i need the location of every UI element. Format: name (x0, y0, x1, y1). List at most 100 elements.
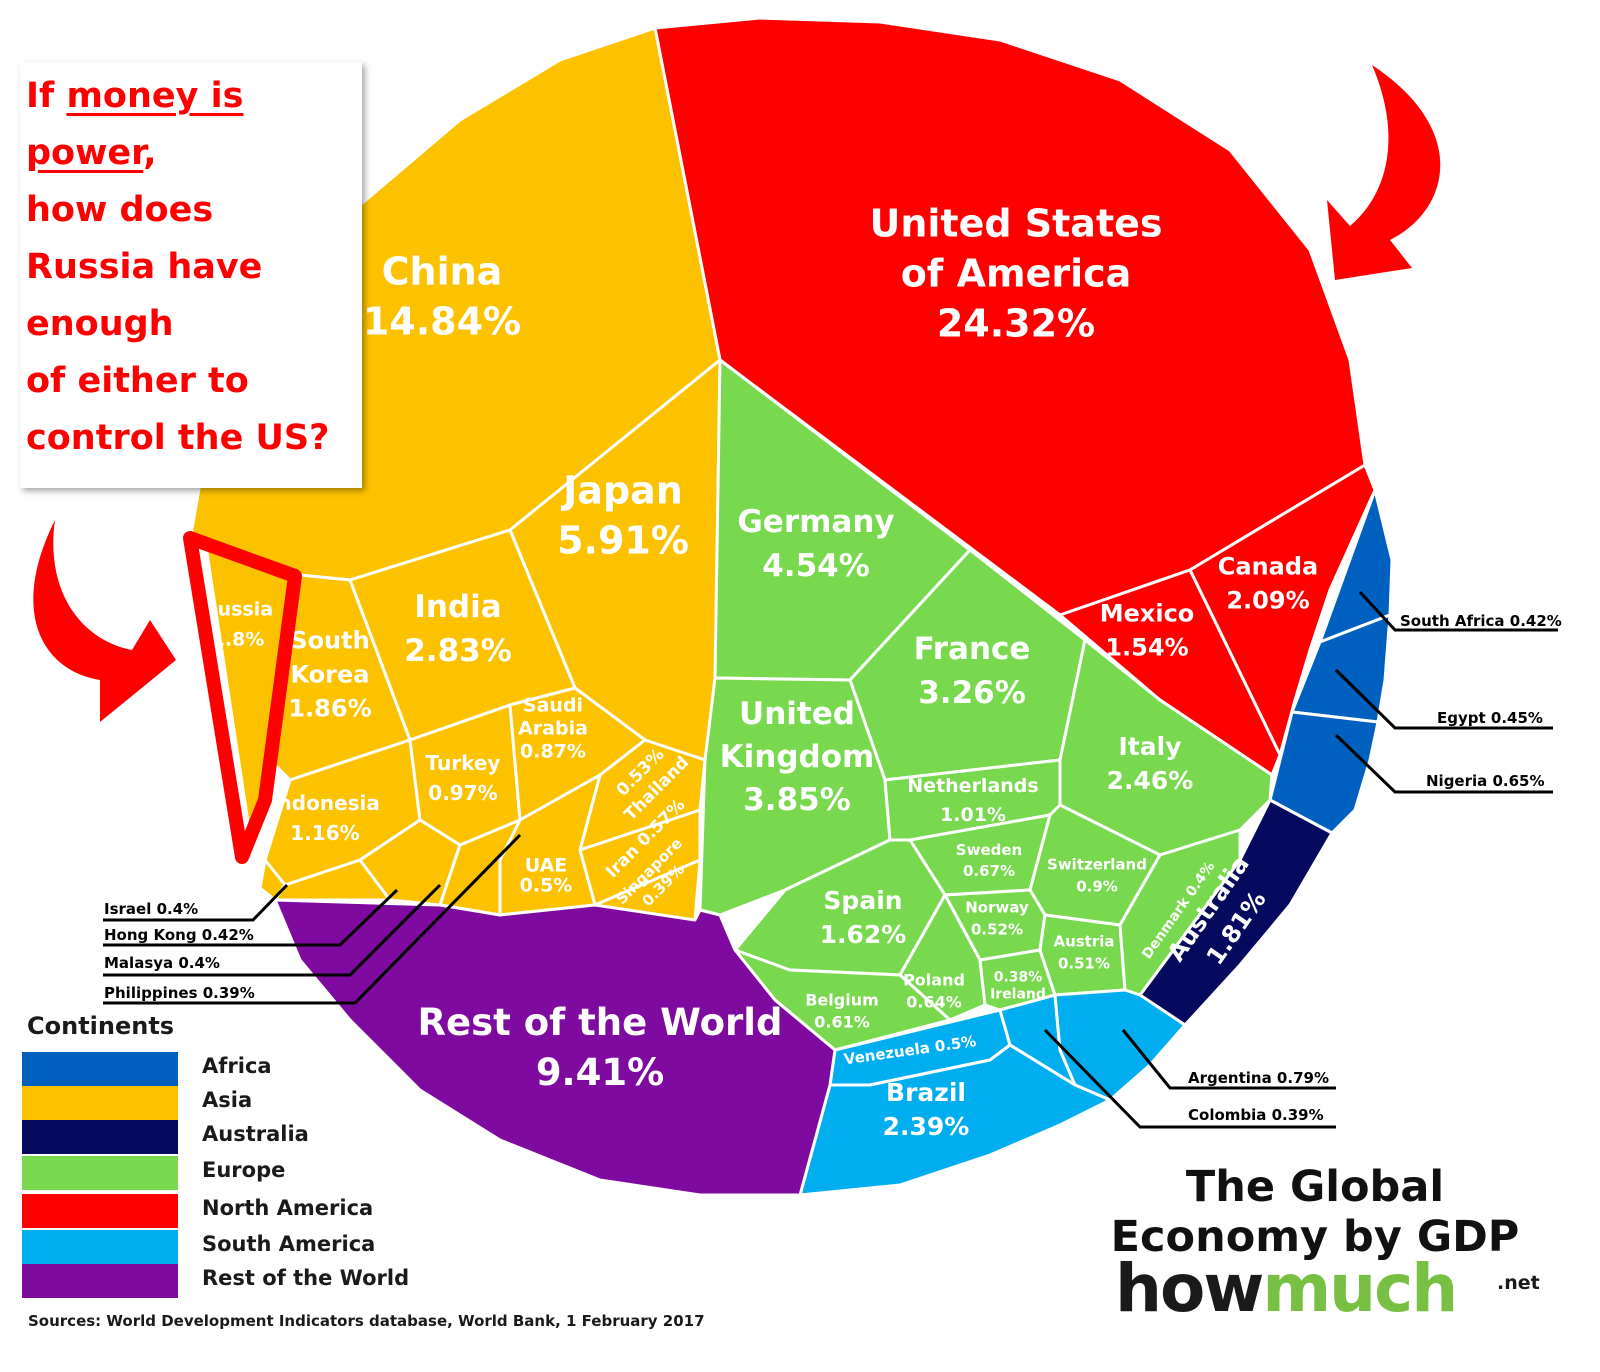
cell-label: United Kingdom 3.85% (720, 696, 875, 818)
cell-label-line: 2.46% (1107, 766, 1194, 795)
cell-label-line: France (914, 631, 1031, 667)
poland-cell (898, 893, 987, 1022)
sources-note: Sources: World Development Indicators da… (28, 1312, 705, 1330)
callout-leader-line (1334, 733, 1553, 794)
red-arrow-top-right-icon (1327, 65, 1441, 280)
cell-label-line: 9.41% (536, 1051, 664, 1094)
cell-label-line: 0.97% (428, 781, 497, 805)
cell-label-line: Spain (823, 886, 902, 915)
cell-label-line: 1.01% (940, 804, 1006, 826)
cell-label-line: Switzerland (1047, 855, 1147, 873)
cell-label-line: 0.64% (906, 993, 962, 1012)
cell-label-line: Norway (965, 898, 1029, 916)
cell-label: Canada 2.09% (1218, 552, 1318, 614)
cell-label-line: 1.54% (1105, 633, 1188, 661)
cell-label-line: Russia (203, 599, 273, 621)
cell-label: United States of America 24.32% (869, 201, 1162, 345)
callout-leader-line (1358, 590, 1558, 632)
quote-line-5: enough (26, 304, 174, 344)
cell-label-line: 3.26% (918, 675, 1026, 711)
callout-leader-line (1043, 1028, 1336, 1129)
legend-label: Africa (202, 1054, 272, 1078)
cell-label-line: 0.87% (520, 741, 586, 763)
legend-swatch (22, 1120, 178, 1154)
legend-swatch (22, 1264, 178, 1298)
cell-label: Russia 1.8% (203, 599, 273, 651)
legend-label: Asia (202, 1088, 253, 1112)
cell-label-line: Saudi (523, 695, 583, 717)
cell-label-line: 0.5% (520, 875, 573, 897)
cell-label: Rest of the World 9.41% (418, 1001, 783, 1094)
cell-label: Netherlands 1.01% (907, 775, 1038, 826)
arrows-layer (33, 65, 1441, 864)
cell-label-line: 2.39% (883, 1112, 970, 1141)
cell-label: India 2.83% (404, 589, 512, 669)
cell-label-line: Korea (291, 660, 370, 688)
cell-label-line: Arabia (518, 718, 588, 740)
callout-leader-line (103, 888, 399, 947)
chart-title: The Global Economy by GDP (1080, 1162, 1550, 1262)
callout-label: Hong Kong 0.42% (104, 926, 254, 944)
philippines-cell (438, 818, 522, 917)
cell-label-line: 24.32% (937, 301, 1095, 345)
callout-leader-line (1121, 1029, 1336, 1090)
cell-label-line: Japan (560, 468, 683, 512)
callout-leader-line (1334, 668, 1553, 730)
russia-highlight-outline (183, 531, 302, 864)
cell-label-line: Rest of the World (418, 1001, 783, 1044)
callout-label: Malasya 0.4% (104, 954, 220, 972)
callout-label: Philippines 0.39% (104, 984, 255, 1002)
cell-label: Japan 5.91% (557, 468, 689, 562)
labels-layer: United States of America 24.32% China 14.84%… (203, 201, 1318, 1140)
cell-label-line: 0.61% (814, 1013, 870, 1032)
cell-label-line: 0.52% (971, 920, 1023, 938)
cell-label-line: Sweden (956, 841, 1022, 859)
callout-label: Argentina 0.79% (1188, 1069, 1329, 1087)
cell-label-line: Netherlands (907, 775, 1038, 797)
legend-swatch (22, 1230, 178, 1264)
cell-label: Switzerland 0.9% (1047, 855, 1147, 895)
callout-label: Israel 0.4% (104, 900, 198, 918)
cell-label-line: 1.62% (820, 920, 907, 949)
chart-title-line-1: The Global (1185, 1162, 1445, 1212)
quote-line-4: Russia have (26, 247, 263, 287)
cell-label-line: 0.9% (1076, 877, 1118, 895)
callout-label: Nigeria 0.65% (1426, 772, 1545, 790)
cell-label-line: 14.84% (363, 299, 521, 343)
cell-label-line: Austria (1053, 932, 1114, 950)
callout-label: Egypt 0.45% (1437, 709, 1543, 727)
cell-label-line: South (290, 626, 369, 654)
callout-label: Colombia 0.39% (1188, 1106, 1324, 1124)
chart-title-line-2: Economy by GDP (1110, 1212, 1520, 1262)
rest-of-world-cell (273, 898, 837, 1197)
legend-label: Rest of the World (202, 1266, 410, 1290)
quote-line-2: power, (26, 133, 157, 173)
legend-label: North America (202, 1196, 374, 1220)
cell-label-line: Mexico (1100, 599, 1195, 627)
callout-leader-line (103, 883, 442, 977)
cells-layer (188, 16, 1394, 1197)
cell-label-line: 4.54% (762, 548, 870, 584)
callout-leader-line (103, 883, 289, 922)
cell-label-line: Brazil (886, 1078, 966, 1107)
red-arrow-left-icon (33, 520, 177, 722)
cell-label-line: Canada (1218, 552, 1318, 580)
cell-label-line: 0.51% (1058, 954, 1110, 972)
callouts-layer: South Africa 0.42% Egypt 0.45% Nigeria 0.6… (103, 590, 1562, 1129)
logo-much: much (1262, 1250, 1458, 1327)
cell-label-line: 2.09% (1226, 586, 1309, 614)
legend-label: Australia (202, 1122, 309, 1146)
legend-swatch (22, 1086, 178, 1120)
legend-label: South America (202, 1232, 376, 1256)
cell-label: Poland 0.64% (903, 971, 965, 1012)
legend: Continents Africa Asia Australia Europe Nort… (22, 1012, 409, 1298)
cell-label: Indonesia 1.16% (270, 791, 380, 845)
cell-label: Sweden 0.67% (956, 841, 1022, 880)
quote-underlined-1: money is (66, 76, 244, 116)
cell-label: 0.38% Ireland (990, 969, 1046, 1002)
brazil-cell (798, 1043, 1112, 1197)
quote-line-3: how does (26, 190, 214, 230)
quote-line-7: control the US? (26, 418, 330, 458)
cell-label: Saudi Arabia 0.87% (518, 695, 588, 763)
cell-label-line: China (382, 249, 503, 293)
